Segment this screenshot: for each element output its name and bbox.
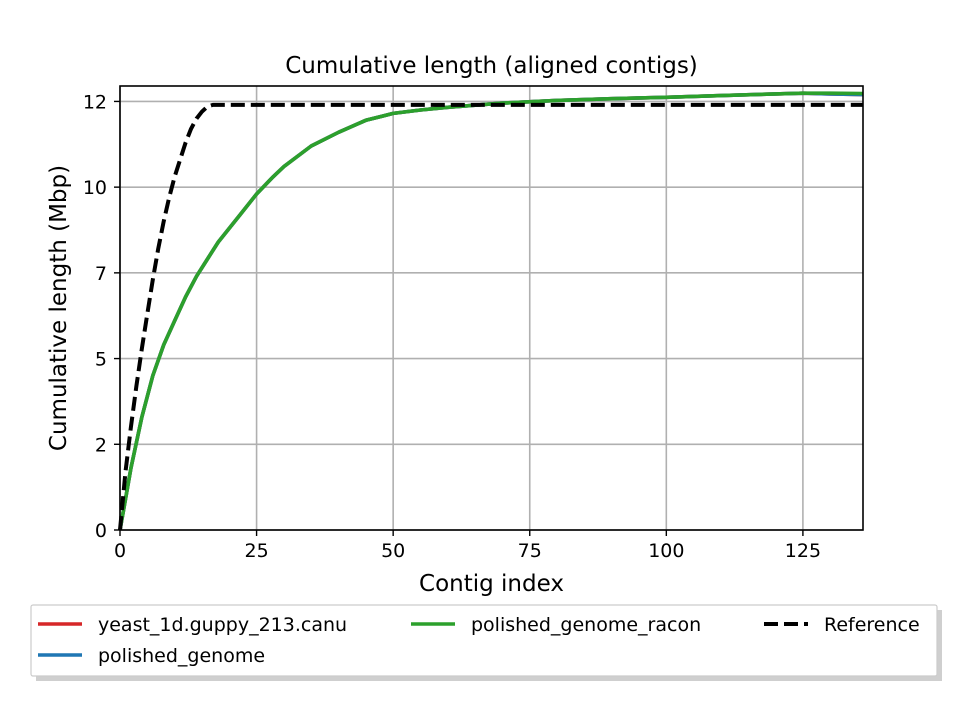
y-tick-label: 5 bbox=[95, 349, 107, 371]
series-line-1 bbox=[118, 91, 864, 531]
legend-item: polished_genome bbox=[38, 645, 265, 667]
y-axis-title: Cumulative length (Mbp) bbox=[46, 165, 72, 451]
series-line-3 bbox=[118, 102, 863, 531]
legend-item: Reference bbox=[764, 614, 920, 636]
legend-label: polished_genome bbox=[98, 645, 265, 667]
y-tick-label: 7 bbox=[95, 263, 107, 285]
plot-area-frame bbox=[119, 85, 864, 531]
legend-label: polished_genome_racon bbox=[471, 614, 701, 636]
x-tick-label: 0 bbox=[114, 540, 126, 562]
legend-item: yeast_1d.guppy_213.canu bbox=[38, 614, 347, 636]
legend-items: yeast_1d.guppy_213.canu polished_genome_r… bbox=[38, 614, 920, 667]
y-tick-label: 12 bbox=[83, 91, 107, 113]
y-tick-label: 0 bbox=[95, 520, 107, 542]
legend-box bbox=[30, 604, 938, 677]
y-tick-label: 2 bbox=[95, 434, 107, 456]
x-tick-label: 125 bbox=[785, 540, 821, 562]
grid bbox=[119, 86, 863, 531]
chart-title: Cumulative length (aligned contigs) bbox=[285, 53, 698, 79]
series-line-2 bbox=[118, 91, 864, 531]
legend-label: Reference bbox=[824, 614, 920, 636]
x-tick-label: 25 bbox=[244, 540, 268, 562]
y-tick-label: 10 bbox=[83, 177, 107, 199]
x-tick-label: 50 bbox=[381, 540, 405, 562]
series-lines bbox=[118, 91, 864, 531]
legend-label: yeast_1d.guppy_213.canu bbox=[98, 614, 347, 636]
x-tick-label: 100 bbox=[648, 540, 684, 562]
x-tick-label: 75 bbox=[518, 540, 542, 562]
x-axis-title: Contig index bbox=[419, 571, 564, 597]
series-line-0 bbox=[118, 91, 864, 531]
legend: yeast_1d.guppy_213.canu polished_genome_r… bbox=[30, 604, 942, 681]
legend-item: polished_genome_racon bbox=[411, 614, 701, 636]
